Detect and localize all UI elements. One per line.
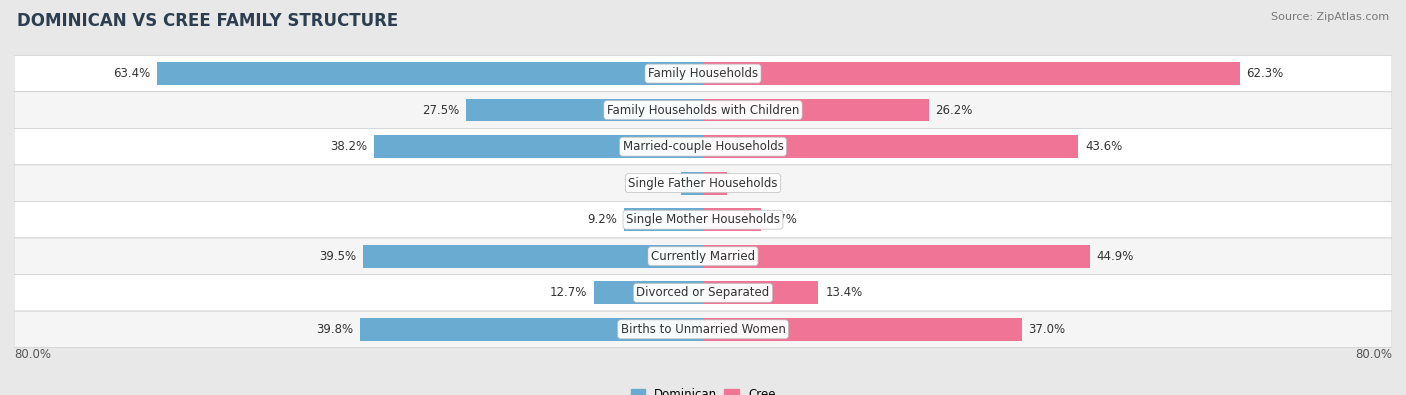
Text: Family Households: Family Households [648, 67, 758, 80]
Text: 9.2%: 9.2% [588, 213, 617, 226]
FancyBboxPatch shape [14, 311, 1392, 348]
Text: 37.0%: 37.0% [1029, 323, 1066, 336]
Bar [682, 172, 703, 194]
Text: 12.7%: 12.7% [550, 286, 586, 299]
FancyBboxPatch shape [14, 55, 1392, 92]
Bar [703, 135, 1078, 158]
Text: Married-couple Households: Married-couple Households [623, 140, 783, 153]
Text: 80.0%: 80.0% [14, 348, 51, 361]
FancyBboxPatch shape [14, 165, 1392, 201]
Text: 43.6%: 43.6% [1085, 140, 1122, 153]
FancyBboxPatch shape [14, 128, 1392, 165]
Text: Divorced or Separated: Divorced or Separated [637, 286, 769, 299]
Text: Source: ZipAtlas.com: Source: ZipAtlas.com [1271, 12, 1389, 22]
Bar [703, 62, 1240, 85]
Text: DOMINICAN VS CREE FAMILY STRUCTURE: DOMINICAN VS CREE FAMILY STRUCTURE [17, 12, 398, 30]
Text: 2.5%: 2.5% [645, 177, 675, 190]
Bar [703, 282, 818, 304]
FancyBboxPatch shape [14, 275, 1392, 311]
Bar [703, 245, 1090, 267]
Bar [703, 318, 1022, 340]
Bar [703, 209, 761, 231]
Bar [703, 99, 928, 121]
Text: 2.8%: 2.8% [734, 177, 763, 190]
Bar [374, 135, 703, 158]
FancyBboxPatch shape [14, 201, 1392, 238]
Text: Currently Married: Currently Married [651, 250, 755, 263]
Text: Single Father Households: Single Father Households [628, 177, 778, 190]
Legend: Dominican, Cree: Dominican, Cree [626, 384, 780, 395]
Text: 38.2%: 38.2% [330, 140, 367, 153]
Text: 6.7%: 6.7% [768, 213, 797, 226]
Bar [703, 172, 727, 194]
Text: 80.0%: 80.0% [1355, 348, 1392, 361]
Bar [363, 245, 703, 267]
Bar [467, 99, 703, 121]
Text: 62.3%: 62.3% [1246, 67, 1284, 80]
FancyBboxPatch shape [14, 92, 1392, 128]
Bar [624, 209, 703, 231]
Text: Births to Unmarried Women: Births to Unmarried Women [620, 323, 786, 336]
Bar [360, 318, 703, 340]
Text: 39.5%: 39.5% [319, 250, 356, 263]
Bar [157, 62, 703, 85]
Bar [593, 282, 703, 304]
Text: Single Mother Households: Single Mother Households [626, 213, 780, 226]
Text: 13.4%: 13.4% [825, 286, 862, 299]
Text: 26.2%: 26.2% [935, 103, 973, 117]
Text: 39.8%: 39.8% [316, 323, 353, 336]
Text: 27.5%: 27.5% [422, 103, 460, 117]
Text: Family Households with Children: Family Households with Children [607, 103, 799, 117]
Text: 63.4%: 63.4% [112, 67, 150, 80]
Text: 44.9%: 44.9% [1097, 250, 1133, 263]
FancyBboxPatch shape [14, 238, 1392, 275]
